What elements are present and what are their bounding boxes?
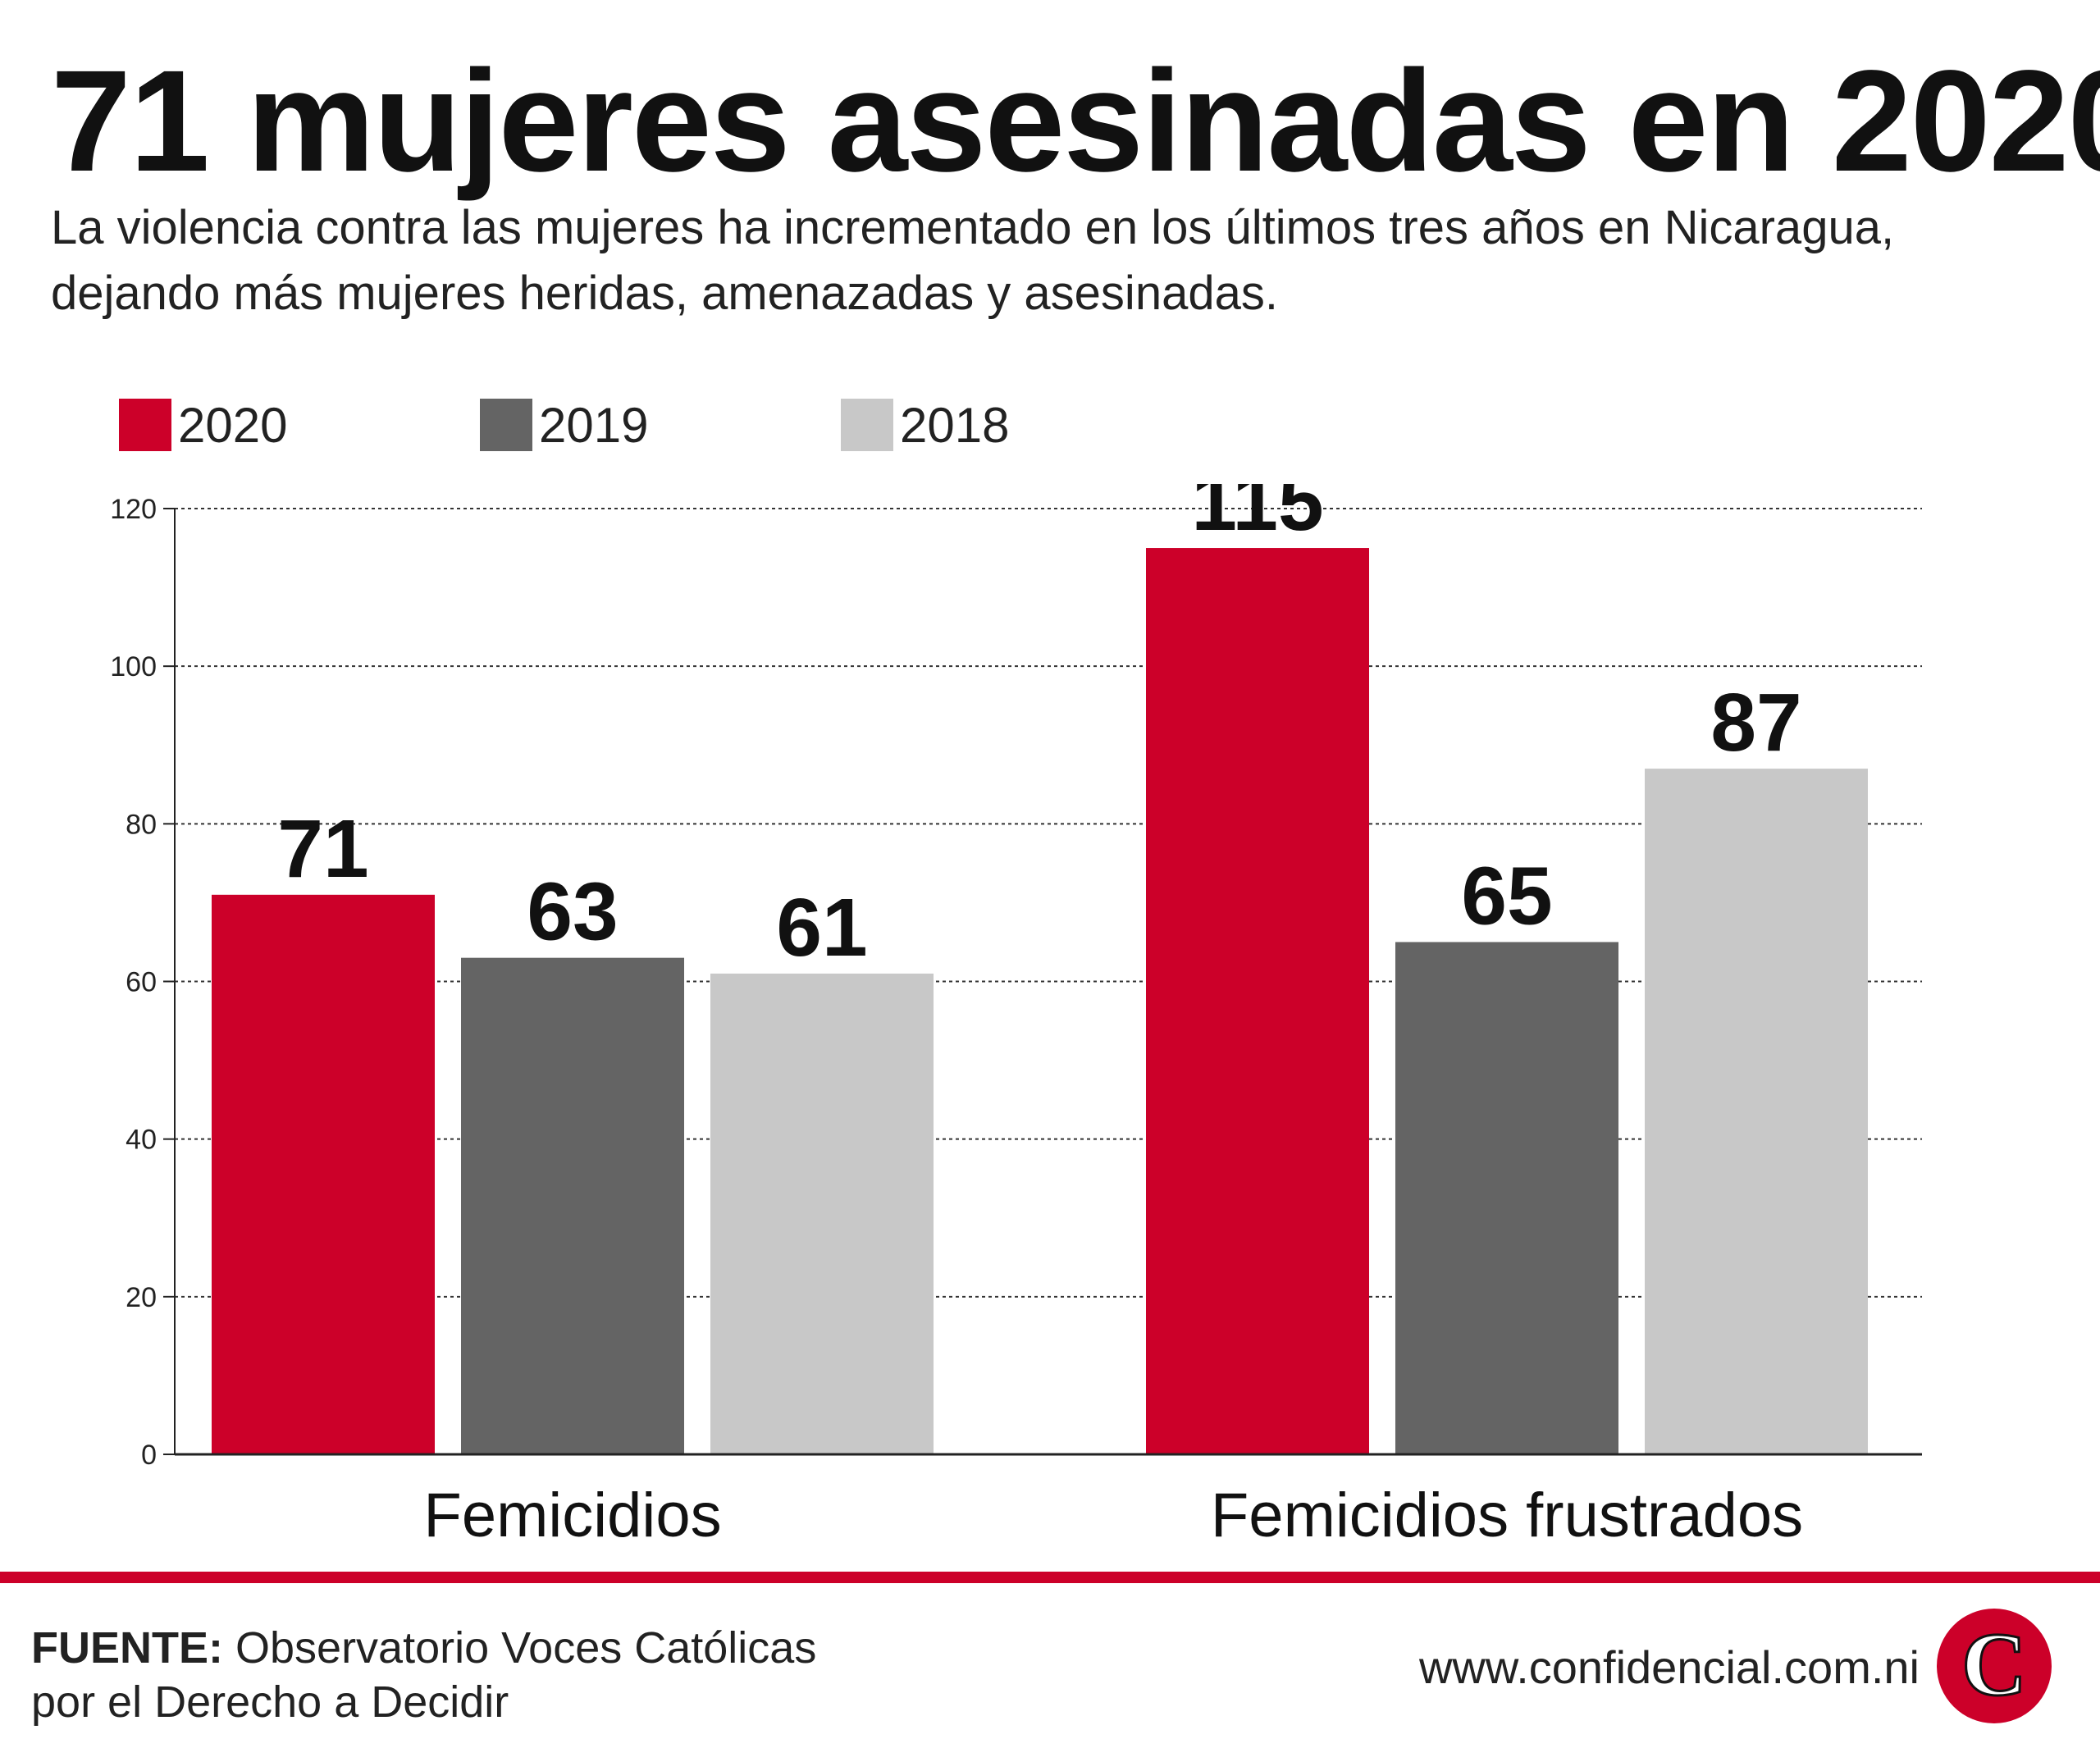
data-label: 61 [776, 882, 867, 974]
legend-swatch-2019 [480, 399, 532, 451]
data-label: 115 [1191, 484, 1323, 548]
data-label: 71 [277, 803, 368, 895]
confidencial-logo: C [1937, 1609, 2052, 1723]
data-label: 65 [1461, 850, 1552, 942]
legend-label-2020: 2020 [178, 397, 288, 453]
bar [1395, 942, 1618, 1454]
chart-subtitle: La violencia contra las mujeres ha incre… [51, 201, 1895, 320]
y-tick-label: 80 [126, 809, 157, 840]
source-note: FUENTE: Observatorio Voces Católicas por… [31, 1621, 851, 1729]
bar [1645, 769, 1868, 1454]
website-url: www.confidencial.com.ni [1418, 1641, 1920, 1693]
legend-item-2018: 2018 [841, 397, 1010, 453]
y-tick-label: 120 [110, 494, 157, 525]
legend-item-2019: 2019 [480, 397, 649, 453]
y-tick-label: 20 [126, 1282, 157, 1313]
bar [1146, 548, 1369, 1454]
y-tick-label: 100 [110, 651, 157, 682]
y-tick-label: 40 [126, 1125, 157, 1156]
legend-swatch-2020 [119, 399, 171, 451]
logo-letter: C [1961, 1614, 2026, 1714]
bar [710, 973, 934, 1454]
y-tick-label: 60 [126, 967, 157, 998]
legend-label-2018: 2018 [900, 397, 1010, 453]
x-category-label: Femicidios [423, 1481, 721, 1550]
legend-item-2020: 2020 [119, 397, 288, 453]
footer-divider [0, 1572, 2100, 1583]
source-label: FUENTE: [31, 1623, 223, 1673]
data-label: 63 [527, 866, 618, 958]
bar-chart: 0 20 40 60 80 100 120 71 63 61 Femicidios 115 65 87 Fe… [110, 484, 1922, 1550]
bar [212, 894, 435, 1454]
x-category-label: Femicidios frustrados [1211, 1481, 1803, 1550]
source-text: Observatorio Voces Católicas por el Dere… [31, 1623, 817, 1727]
chart-title: 71 mujeres asesinadas en 2020 [51, 41, 2100, 202]
legend-label-2019: 2019 [539, 397, 649, 453]
legend-swatch-2018 [841, 399, 893, 451]
y-tick-label: 0 [141, 1440, 157, 1471]
bar [461, 957, 684, 1454]
data-label: 87 [1710, 677, 1801, 769]
